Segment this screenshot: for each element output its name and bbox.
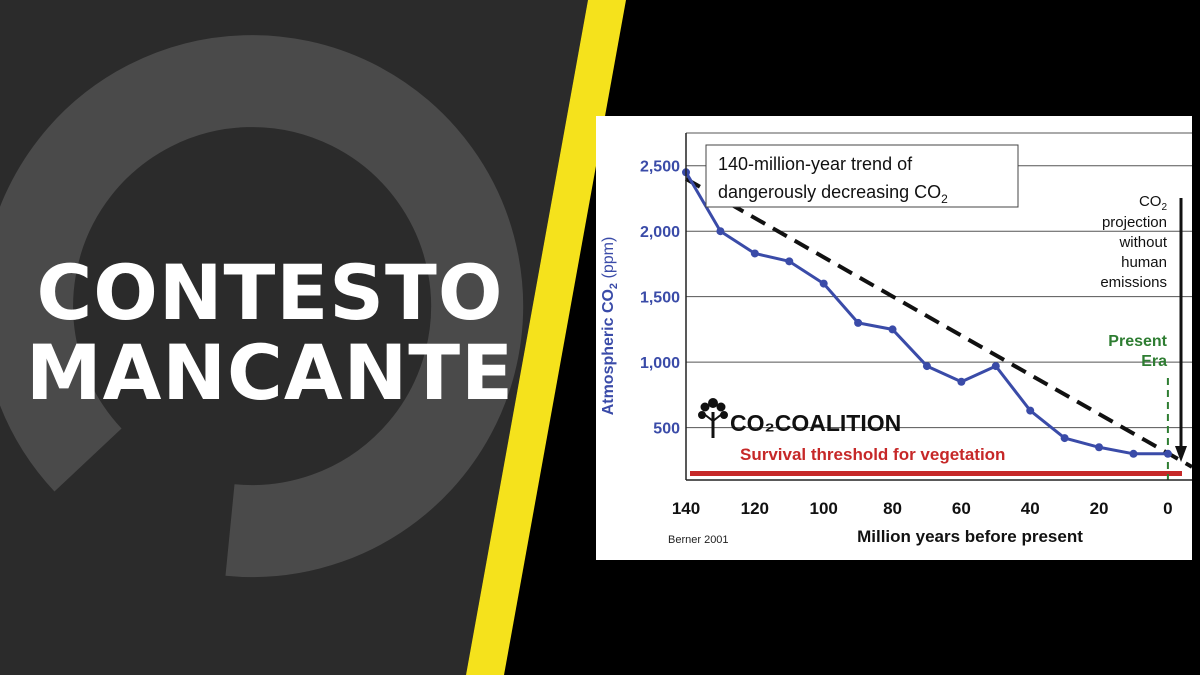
data-point-9 — [991, 362, 1000, 371]
chart-title-line-2: dangerously decreasing CO2 — [718, 182, 948, 206]
data-point-5 — [854, 318, 863, 327]
x-tick-label-5: 40 — [1021, 499, 1040, 518]
data-point-6 — [888, 325, 897, 334]
projection-line-2: projection — [1102, 214, 1167, 231]
data-point-1 — [716, 227, 725, 236]
threshold-label: Survival threshold for vegetation — [740, 445, 1005, 464]
x-tick-label-2: 100 — [809, 499, 837, 518]
projection-line-3: without — [1118, 234, 1167, 251]
data-point-4 — [819, 279, 828, 288]
present-era-label-line-2: Era — [1141, 353, 1167, 370]
x-axis-label: Million years before present — [857, 527, 1083, 546]
y-tick-label-2: 1,500 — [640, 290, 680, 307]
circle-logo-watermark — [0, 35, 524, 578]
y-tick-label-0: 500 — [653, 421, 680, 438]
projection-line-1: CO2 — [1139, 193, 1168, 213]
projection-arrow — [1175, 198, 1187, 462]
data-point-7 — [922, 362, 931, 371]
y-tick-label-4: 2,500 — [640, 159, 680, 176]
data-point-3 — [785, 257, 794, 266]
source-label: Berner 2001 — [668, 534, 729, 546]
data-point-2 — [750, 249, 759, 258]
banner-line-2: MANCANTE — [25, 328, 514, 417]
banner-line-1: CONTESTO — [36, 248, 504, 337]
data-point-8 — [957, 377, 966, 386]
y-tick-label-3: 2,000 — [640, 224, 680, 241]
trend-line — [685, 177, 1192, 469]
projection-line-5: emissions — [1100, 274, 1167, 291]
data-point-10 — [1026, 406, 1035, 415]
x-tick-label-6: 20 — [1090, 499, 1109, 518]
chart-title-line-1: 140-million-year trend of — [718, 154, 913, 174]
x-tick-label-4: 60 — [952, 499, 971, 518]
co2-coalition-logo: CO₂COALITION — [698, 398, 901, 438]
present-era-label-line-1: Present — [1108, 333, 1167, 350]
data-point-13 — [1129, 449, 1138, 458]
chart-card: 500 1,000 1,500 2,000 2,500 140 120 100 80 60 40 20… — [596, 116, 1192, 560]
x-tick-label-7: 0 — [1163, 499, 1172, 518]
co2-chart: 500 1,000 1,500 2,000 2,500 140 120 100 80 60 40 20… — [600, 132, 1192, 546]
data-point-14 — [1163, 449, 1172, 458]
x-tick-label-1: 120 — [741, 499, 769, 518]
data-point-11 — [1060, 434, 1069, 443]
projection-label: CO2 projection without human emissions — [1100, 193, 1168, 291]
title-box — [705, 144, 1019, 208]
data-point-12 — [1095, 443, 1104, 452]
logo-text: CO₂COALITION — [730, 410, 901, 436]
yellow-diagonal-stripe — [466, 0, 626, 675]
x-tick-label-0: 140 — [672, 499, 700, 518]
projection-line-4: human — [1121, 254, 1167, 271]
tree-icon — [698, 398, 728, 438]
y-tick-label-1: 1,000 — [640, 355, 680, 372]
y-axis-label: Atmospheric CO2 (ppm) — [600, 237, 620, 416]
x-tick-label-3: 80 — [883, 499, 902, 518]
